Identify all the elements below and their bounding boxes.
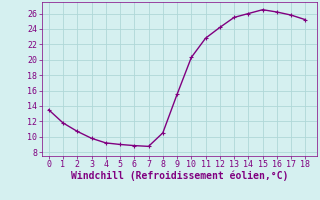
X-axis label: Windchill (Refroidissement éolien,°C): Windchill (Refroidissement éolien,°C)	[70, 171, 288, 181]
